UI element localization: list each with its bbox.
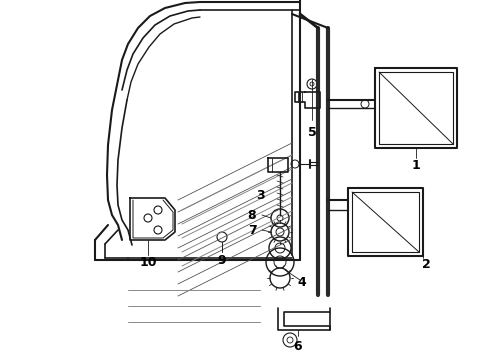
- Text: 9: 9: [218, 253, 226, 266]
- Text: 6: 6: [294, 339, 302, 352]
- Text: 2: 2: [421, 257, 430, 270]
- Text: 7: 7: [247, 224, 256, 237]
- Text: 3: 3: [256, 189, 264, 202]
- Text: 5: 5: [308, 126, 317, 139]
- Text: 4: 4: [297, 275, 306, 288]
- Text: 1: 1: [412, 158, 420, 171]
- Text: 8: 8: [247, 208, 256, 221]
- Text: 10: 10: [139, 256, 157, 270]
